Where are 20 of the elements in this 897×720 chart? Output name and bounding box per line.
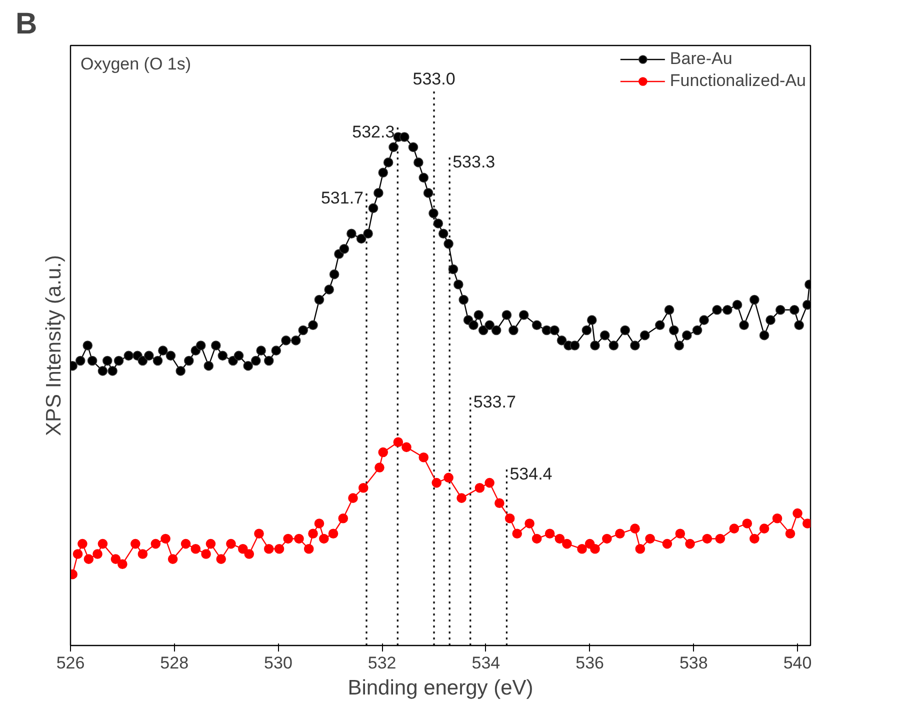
x-tick-label: 540	[783, 654, 812, 672]
legend-label: Bare-Au	[670, 49, 732, 69]
ref-line-label: 532.3	[352, 122, 395, 142]
x-tick-label: 530	[264, 654, 292, 672]
x-tick-label: 532	[368, 654, 396, 672]
legend-label: Functionalized-Au	[670, 71, 806, 91]
ref-line-label: 533.3	[452, 152, 496, 172]
x-tick-label: 538	[679, 654, 708, 672]
x-axis-title: Binding energy (eV)	[348, 676, 534, 700]
ref-line-label: 531.7	[320, 188, 364, 208]
chart-title: B	[16, 8, 38, 40]
x-tick-label: 526	[56, 654, 85, 672]
x-tick-label: 536	[576, 654, 604, 672]
x-tick-label: 534	[472, 654, 500, 672]
ref-line-label: 533.7	[473, 392, 516, 412]
y-axis-title: XPS Intensity (a.u.)	[42, 255, 66, 436]
ref-line-label: 534.4	[510, 464, 552, 484]
text: Oxygen (O 1s)	[80, 54, 192, 74]
x-tick-label: 528	[160, 654, 189, 672]
ref-line-label: 533.0	[412, 70, 456, 88]
